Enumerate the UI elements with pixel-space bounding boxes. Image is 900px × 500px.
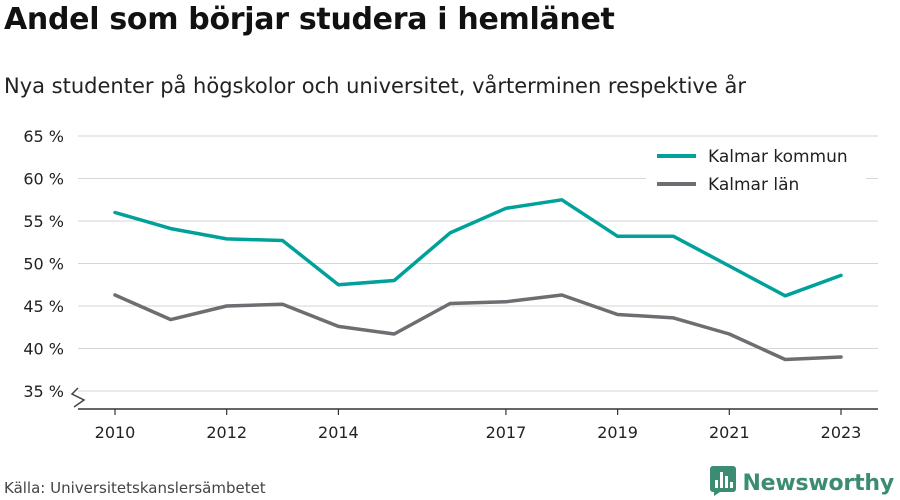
y-tick-label: 50 % — [23, 255, 64, 274]
legend-label: Kalmar kommun — [708, 147, 848, 167]
bar-chart-logo-icon — [710, 466, 737, 500]
chart-subtitle: Nya studenter på högskolor och universit… — [4, 74, 746, 98]
x-tick-label: 2021 — [709, 423, 750, 442]
source-note: Källa: Universitetskanslersämbetet — [4, 479, 266, 497]
x-tick-label: 2017 — [486, 423, 527, 442]
y-tick-label: 55 % — [23, 212, 64, 231]
x-axis-tick-labels: 2010 2012 2014 2017 2019 2021 2023 — [95, 409, 862, 442]
y-tick-label: 65 % — [23, 127, 64, 146]
y-axis-tick-labels: 35 % 40 % 45 % 50 % 55 % 60 % 65 % — [23, 127, 64, 401]
x-tick-label: 2019 — [597, 423, 638, 442]
axis-break-icon — [70, 387, 86, 408]
y-tick-label: 40 % — [23, 340, 64, 359]
legend: Kalmar kommun Kalmar län — [646, 140, 866, 202]
y-tick-label: 45 % — [23, 297, 64, 316]
series-line-2 — [113, 293, 843, 362]
legend-label: Kalmar län — [708, 175, 799, 195]
x-tick-label: 2010 — [95, 423, 136, 442]
x-tick-label: 2012 — [206, 423, 247, 442]
brand-logo: Newsworthy — [710, 466, 894, 500]
x-tick-label: 2023 — [821, 423, 862, 442]
brand-name: Newsworthy — [742, 470, 894, 496]
x-axis — [70, 387, 878, 410]
y-tick-label: 35 % — [23, 382, 64, 401]
x-tick-label: 2014 — [318, 423, 359, 442]
legend-background — [646, 140, 866, 202]
y-tick-label: 60 % — [23, 170, 64, 189]
chart-title: Andel som börjar studera i hemlänet — [4, 2, 615, 37]
series-line-1 — [113, 198, 843, 298]
series-lines — [113, 198, 843, 362]
